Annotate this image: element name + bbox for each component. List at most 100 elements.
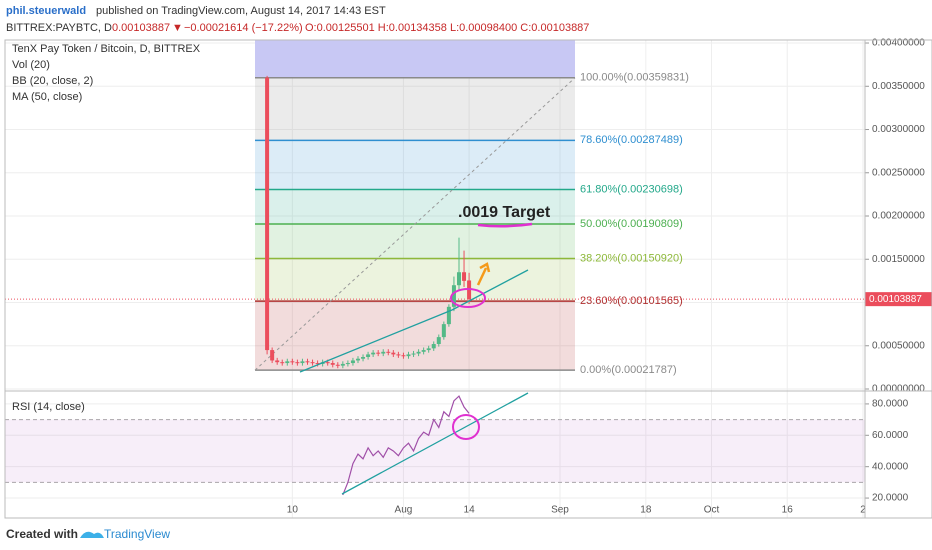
- indicator: Vol (20): [12, 59, 50, 71]
- fib-band: [255, 223, 575, 259]
- last-price-box: [865, 292, 932, 307]
- x-tick-label: Aug: [395, 505, 413, 516]
- candle-body: [462, 272, 467, 281]
- trendline: [451, 269, 529, 311]
- arrow: ▼: [172, 22, 183, 34]
- price: 0.00103887: [112, 22, 170, 34]
- x-tick-label: 2: [860, 505, 866, 516]
- candle-body: [275, 360, 280, 363]
- candle-body: [335, 364, 340, 366]
- y-tick-label: 0.00300000: [872, 124, 925, 135]
- candle-body: [285, 361, 290, 364]
- candle-body: [270, 350, 275, 361]
- circle: [450, 288, 486, 308]
- last-price-label: 0.00103887: [869, 294, 922, 305]
- fib-band: [255, 301, 575, 371]
- candle-body: [401, 355, 406, 357]
- candle-body: [371, 352, 376, 355]
- change: −0.00021614 (−17.22%): [184, 22, 303, 34]
- y-tick-label: 60.0000: [872, 430, 909, 441]
- x-tick-label: Sep: [551, 505, 569, 516]
- y-tick-label: 0.00200000: [872, 211, 925, 222]
- y-tick-label: 0.00050000: [872, 340, 925, 351]
- candle-body: [406, 354, 411, 357]
- candle-body: [456, 272, 461, 286]
- y-tick-label: 0.00250000: [872, 167, 925, 178]
- candle-body: [431, 344, 436, 349]
- candle-body: [366, 354, 371, 357]
- main-title: TenX Pay Token / Bitcoin, D, BITTREX: [12, 43, 201, 55]
- fib-label: 38.20%(0.00150920): [580, 252, 683, 264]
- candle-body: [411, 353, 416, 355]
- fib-extension: [255, 40, 575, 78]
- x-tick-label: 14: [464, 505, 476, 516]
- fib-label: 61.80%(0.00230698): [580, 183, 683, 195]
- candle-body: [300, 361, 305, 364]
- published: published on TradingView.com, August 14,…: [96, 5, 386, 17]
- y-tick-label: 0.00350000: [872, 81, 925, 92]
- indicator: MA (50, close): [12, 91, 82, 103]
- fib-band: [255, 189, 575, 224]
- arrow: [476, 262, 491, 286]
- y-tick-label: 40.0000: [872, 461, 909, 472]
- circle: [452, 414, 480, 440]
- fib-label: 78.60%(0.00287489): [580, 134, 683, 146]
- rsi-trendline: [341, 392, 529, 495]
- y-tick-label: 0.00400000: [872, 38, 925, 49]
- candle-body: [396, 354, 401, 356]
- indicator: BB (20, close, 2): [12, 75, 93, 87]
- fib-label: 0.00%(0.00021787): [580, 364, 677, 376]
- candle-body: [325, 362, 330, 364]
- y-tick-label: 0.00150000: [872, 254, 925, 265]
- created: Created with: [6, 527, 78, 541]
- candle-body: [345, 363, 350, 365]
- candle-body: [451, 285, 456, 307]
- brand: TradingView: [104, 527, 170, 541]
- fib-band: [255, 140, 575, 190]
- candle-body: [376, 352, 381, 354]
- candle-body: [355, 358, 360, 361]
- fib-label: 50.00%(0.00190809): [580, 218, 683, 230]
- candle-body: [330, 363, 335, 365]
- candle-body: [441, 324, 446, 338]
- x-tick-label: 18: [640, 505, 652, 516]
- candle-body: [361, 356, 366, 359]
- underline: [477, 222, 533, 228]
- candle-body: [436, 337, 441, 345]
- candle-body: [416, 351, 421, 354]
- candle-body: [350, 360, 355, 364]
- candle-body: [295, 362, 300, 364]
- candle-body: [290, 361, 295, 363]
- y-tick-label: 80.0000: [872, 399, 909, 410]
- x-tick-label: 10: [287, 505, 299, 516]
- frame: [4, 39, 932, 519]
- author: phil.steuerwald: [6, 5, 86, 17]
- y-tick-label: 20.0000: [872, 493, 909, 504]
- annotation: .0019 Target: [458, 204, 551, 221]
- candle-body: [421, 350, 426, 352]
- candle-body: [386, 351, 391, 353]
- candle-body: [426, 348, 431, 351]
- rsi-zone: [5, 419, 865, 483]
- candle-body: [265, 77, 270, 351]
- rsi-line: [342, 395, 470, 496]
- candle-body: [391, 352, 396, 355]
- plot: 10 Aug 14 Sep 18 Oct 16 2 0.00400000 0.00350000 0.…: [5, 38, 932, 518]
- candle-body: [315, 363, 320, 365]
- fib-label: 23.60%(0.00101565): [580, 295, 683, 307]
- candle-body: [381, 351, 386, 354]
- trendline: [299, 309, 453, 373]
- candle-body: [310, 362, 315, 364]
- candle-body: [446, 306, 451, 325]
- logo: [80, 531, 104, 538]
- symbol: BITTREX:PAYBTC, D: [6, 22, 112, 34]
- fib-band: [255, 77, 575, 141]
- fib-label: 100.00%(0.00359831): [580, 72, 689, 84]
- rsi-title: RSI (14, close): [12, 401, 85, 413]
- candle-body: [305, 361, 310, 363]
- fib-diagonal: [254, 77, 576, 371]
- candle-body: [340, 363, 345, 366]
- x-tick-label: Oct: [704, 505, 720, 516]
